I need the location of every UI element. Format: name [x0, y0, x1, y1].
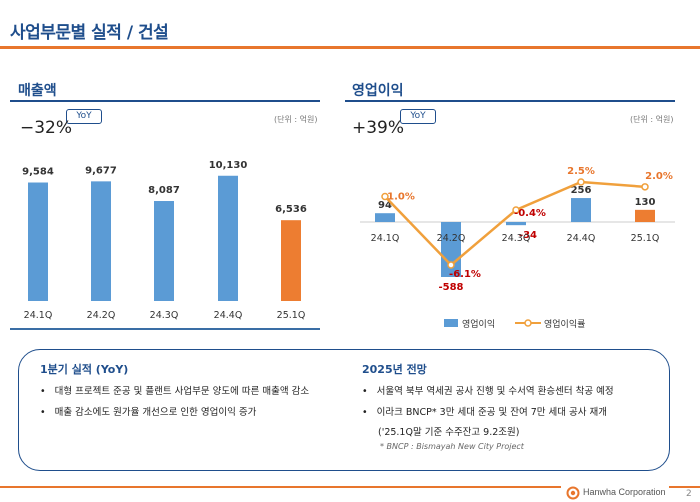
revenue-category-label: 24.2Q	[87, 310, 116, 321]
op-margin-point	[641, 183, 649, 191]
q1-results-heading: 1분기 실적 (YoY)	[40, 363, 129, 376]
company-logo: Hanwha Corporation	[561, 486, 669, 500]
revenue-category-label: 25.1Q	[277, 310, 306, 321]
op-value-label: -34	[519, 230, 537, 241]
op-category-label: 24.4Q	[567, 233, 596, 244]
op-section-divider	[345, 100, 675, 102]
revenue-bar-24.2Q	[91, 181, 111, 301]
revenue-chart: 9,584 24.1Q 9,677 24.2Q 8,087 24.3Q 10,130 24.4…	[22, 160, 307, 321]
revenue-value-label: 8,087	[148, 185, 180, 196]
op-category-label: 24.3Q	[502, 233, 531, 244]
outlook-item-2: • 이라크 BNCP* 3만 세대 준공 및 잔여 7만 세대 공사 재개	[362, 407, 608, 418]
op-margin-point	[447, 261, 455, 269]
op-value-label: 130	[635, 197, 656, 208]
op-margin-label: 1.0%	[387, 191, 415, 202]
title-divider	[0, 46, 700, 49]
revenue-category-label: 24.1Q	[24, 310, 53, 321]
revenue-value-label: 9,677	[85, 165, 117, 176]
op-category-label: 25.1Q	[631, 233, 660, 244]
page-title: 사업부문별 실적 / 건설	[10, 23, 169, 43]
revenue-section-title: 매출액	[18, 83, 57, 99]
op-unit: (단위 : 억원)	[630, 115, 674, 124]
revenue-section-divider	[10, 100, 320, 102]
op-margin-point	[577, 178, 585, 186]
summary-box	[18, 349, 670, 471]
revenue-unit: (단위 : 억원)	[274, 115, 318, 124]
op-value-label: 94	[378, 200, 392, 211]
op-margin-label: -6.1%	[449, 269, 481, 280]
revenue-bar-24.4Q	[218, 175, 238, 301]
op-value-label: -588	[438, 282, 463, 293]
revenue-yoy-badge: YoY	[66, 109, 102, 124]
op-bar-24.2Q	[441, 222, 461, 277]
op-margin-label: 2.0%	[645, 171, 673, 182]
footnote: * BNCP : Bismayah New City Project	[380, 442, 524, 451]
revenue-bar-24.1Q	[28, 182, 48, 301]
q1-item-2: • 매출 감소에도 원가율 개선으로 인한 영업이익 증가	[40, 407, 257, 418]
op-category-label: 24.2Q	[437, 233, 466, 244]
legend-line-label: 영업이익률	[544, 320, 586, 330]
op-yoy-badge: YoY	[400, 109, 436, 124]
op-margin-point	[381, 192, 389, 201]
outlook-subnote: ('25.1Q말 기준 수주잔고 9.2조원)	[378, 427, 520, 438]
revenue-value-label: 10,130	[209, 160, 248, 171]
page-number: 2	[686, 489, 692, 499]
op-bar-24.1Q	[375, 213, 395, 222]
revenue-category-label: 24.3Q	[150, 310, 179, 321]
revenue-chart-bottom-rule	[10, 328, 320, 330]
outlook-heading: 2025년 전망	[362, 363, 427, 376]
footer-divider	[0, 486, 700, 488]
op-margin-label: -0.4%	[514, 208, 546, 219]
op-value-label: 256	[571, 185, 592, 196]
op-bar-25.1Q	[635, 209, 655, 222]
logo-text: Hanwha Corporation	[583, 487, 666, 497]
op-section-title: 영업이익	[352, 83, 404, 99]
revenue-bar-25.1Q	[281, 220, 301, 301]
op-margin-label: 2.5%	[567, 166, 595, 177]
legend-bar-label: 영업이익	[462, 320, 496, 330]
revenue-bar-24.3Q	[154, 201, 174, 301]
revenue-yoy-value: −32%	[20, 118, 73, 138]
revenue-value-label: 6,536	[275, 204, 307, 215]
op-bar-24.4Q	[571, 198, 591, 222]
legend-line-swatch	[515, 319, 541, 327]
revenue-category-label: 24.4Q	[214, 310, 243, 321]
op-bar-24.3Q	[506, 222, 526, 226]
revenue-value-label: 9,584	[22, 167, 54, 178]
legend-bar-swatch	[444, 319, 458, 327]
op-yoy-value: +39%	[352, 118, 405, 138]
hanwha-logo-icon	[566, 486, 580, 500]
op-margin-point	[512, 206, 520, 214]
outlook-item-1: • 서울역 북부 역세권 공사 진행 및 수서역 환승센터 착공 예정	[362, 386, 614, 397]
q1-item-1: • 대형 프로젝트 준공 및 플랜트 사업부문 양도에 따른 매출액 감소	[40, 386, 310, 397]
op-category-label: 24.1Q	[371, 233, 400, 244]
